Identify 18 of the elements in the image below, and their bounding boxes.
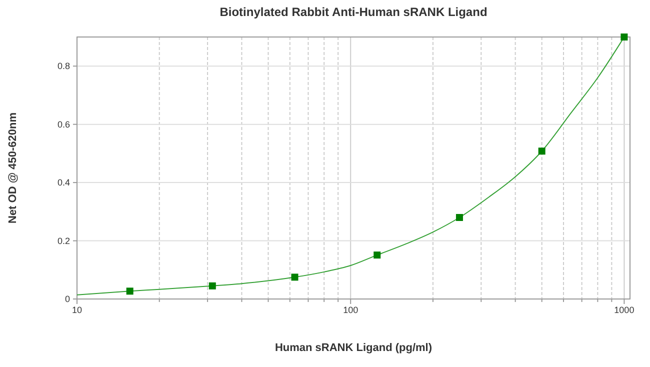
point (620, 34, 628, 40)
point (208, 282, 216, 290)
y-tick-label: 0.8 (57, 61, 70, 72)
x-axis-title: Human sRANK Ligand (pg/ml) (274, 342, 432, 354)
point (538, 148, 546, 155)
point (126, 288, 134, 295)
point (456, 214, 463, 221)
y-tick-label: 0.2 (57, 236, 70, 246)
y-axis-title: Net OD @ 450-620nm (7, 112, 19, 224)
x-tick-label: 10 (72, 305, 82, 315)
chart-title: Biotinylated Rabbit Anti-Human sRANK Ligand (220, 5, 488, 19)
y-tick-label: 0.6 (57, 119, 70, 130)
point (291, 274, 298, 281)
point (374, 252, 381, 259)
y-tick-label: 0.4 (57, 178, 70, 188)
x-tick-label: 100 (343, 305, 358, 315)
y-tick-label: 0 (64, 294, 70, 304)
x-tick-label: 1000 (614, 305, 634, 315)
